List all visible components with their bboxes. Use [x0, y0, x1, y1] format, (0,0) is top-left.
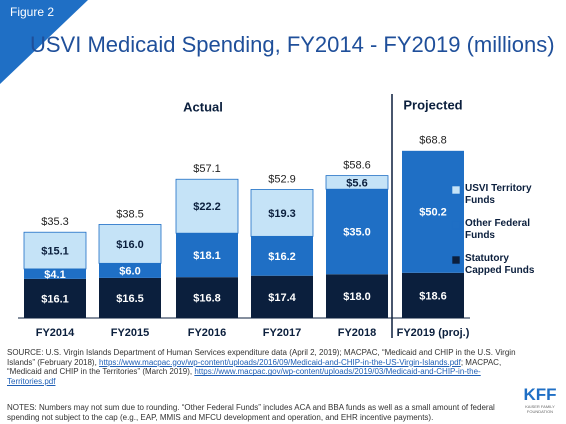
- value-label: $17.4: [268, 292, 296, 304]
- total-label: $57.1: [193, 163, 221, 175]
- bar-segment: [24, 268, 86, 279]
- bar-segment: [402, 272, 464, 318]
- bar-segment: [175, 178, 239, 234]
- value-label: $16.2: [268, 251, 296, 263]
- value-label: $16.0: [116, 239, 144, 251]
- source: SOURCE: U.S. Virgin Islands Department o…: [7, 348, 519, 386]
- legend-label: Statutory Capped Funds: [465, 253, 535, 276]
- value-label: $16.1: [41, 293, 69, 305]
- bar-segment: [402, 150, 464, 273]
- corner-decoration: [0, 0, 88, 84]
- value-label: $16.8: [193, 292, 221, 304]
- total-label: $52.9: [268, 173, 296, 185]
- total-label: $58.6: [343, 160, 371, 172]
- legend-swatch: [451, 255, 461, 265]
- source-text: ; MACPAC, “Medicaid and CHIP in the Terr…: [7, 357, 502, 377]
- total-label: $68.8: [419, 135, 447, 147]
- legend-swatch: [451, 185, 461, 195]
- figure-label: Figure 2: [10, 5, 54, 19]
- bar-segment: [176, 277, 238, 318]
- legend-label: Other Federal Funds: [465, 218, 531, 241]
- bar-segment: [23, 231, 87, 270]
- logo: KFF KAISER FAMILY FOUNDATION: [518, 385, 562, 415]
- source-text: SOURCE: U.S. Virgin Islands Department o…: [7, 348, 516, 367]
- x-tick-label: FY2015: [111, 327, 150, 339]
- notes: NOTES: Numbers may not sum due to roundi…: [7, 403, 495, 422]
- value-label: $16.5: [116, 293, 144, 305]
- legend-swatch: [451, 220, 461, 230]
- bar-segment: [251, 236, 313, 276]
- bar-segment: [250, 189, 314, 237]
- bar-segment: [326, 274, 388, 318]
- source-link[interactable]: https://www.macpac.gov/wp-content/upload…: [99, 357, 461, 367]
- logo-mark: KFF: [523, 385, 557, 404]
- x-tick-label: FY2014: [36, 327, 75, 339]
- value-label: $35.0: [343, 227, 371, 239]
- bar-segment: [24, 278, 86, 318]
- value-label: $5.6: [346, 177, 367, 189]
- value-label: $15.1: [41, 245, 69, 257]
- bar-segment: [326, 189, 388, 275]
- x-tick-label: FY2017: [263, 327, 302, 339]
- bar-segment: [176, 233, 238, 278]
- total-label: $38.5: [116, 208, 144, 220]
- bar-segment: [325, 175, 389, 190]
- source-link[interactable]: https://www.macpac.gov/wp-content/upload…: [7, 367, 481, 386]
- annotation: Projected: [403, 97, 462, 112]
- value-label: $18.0: [343, 291, 371, 303]
- bar-segment: [251, 275, 313, 318]
- logo-name: KAISER FAMILY FOUNDATION: [525, 404, 555, 414]
- x-tick-label: FY2019 (proj.): [397, 327, 470, 339]
- value-label: $4.1: [44, 269, 65, 281]
- bar-segment: [98, 224, 162, 264]
- value-label: $6.0: [119, 266, 140, 278]
- value-label: $50.2: [419, 207, 447, 219]
- value-label: $22.2: [193, 201, 221, 213]
- chart-title: USVI Medicaid Spending, FY2014 - FY2019 …: [30, 32, 555, 57]
- bar-segment: [99, 277, 161, 318]
- total-label: $35.3: [41, 216, 69, 228]
- value-label: $19.3: [268, 208, 296, 220]
- x-tick-label: FY2018: [338, 327, 377, 339]
- value-label: $18.6: [419, 290, 447, 302]
- bar-segment: [99, 263, 161, 278]
- x-tick-label: FY2016: [188, 327, 227, 339]
- value-label: $18.1: [193, 250, 221, 262]
- legend-label: USVI Territory Funds: [465, 183, 532, 206]
- annotation: Actual: [183, 99, 223, 114]
